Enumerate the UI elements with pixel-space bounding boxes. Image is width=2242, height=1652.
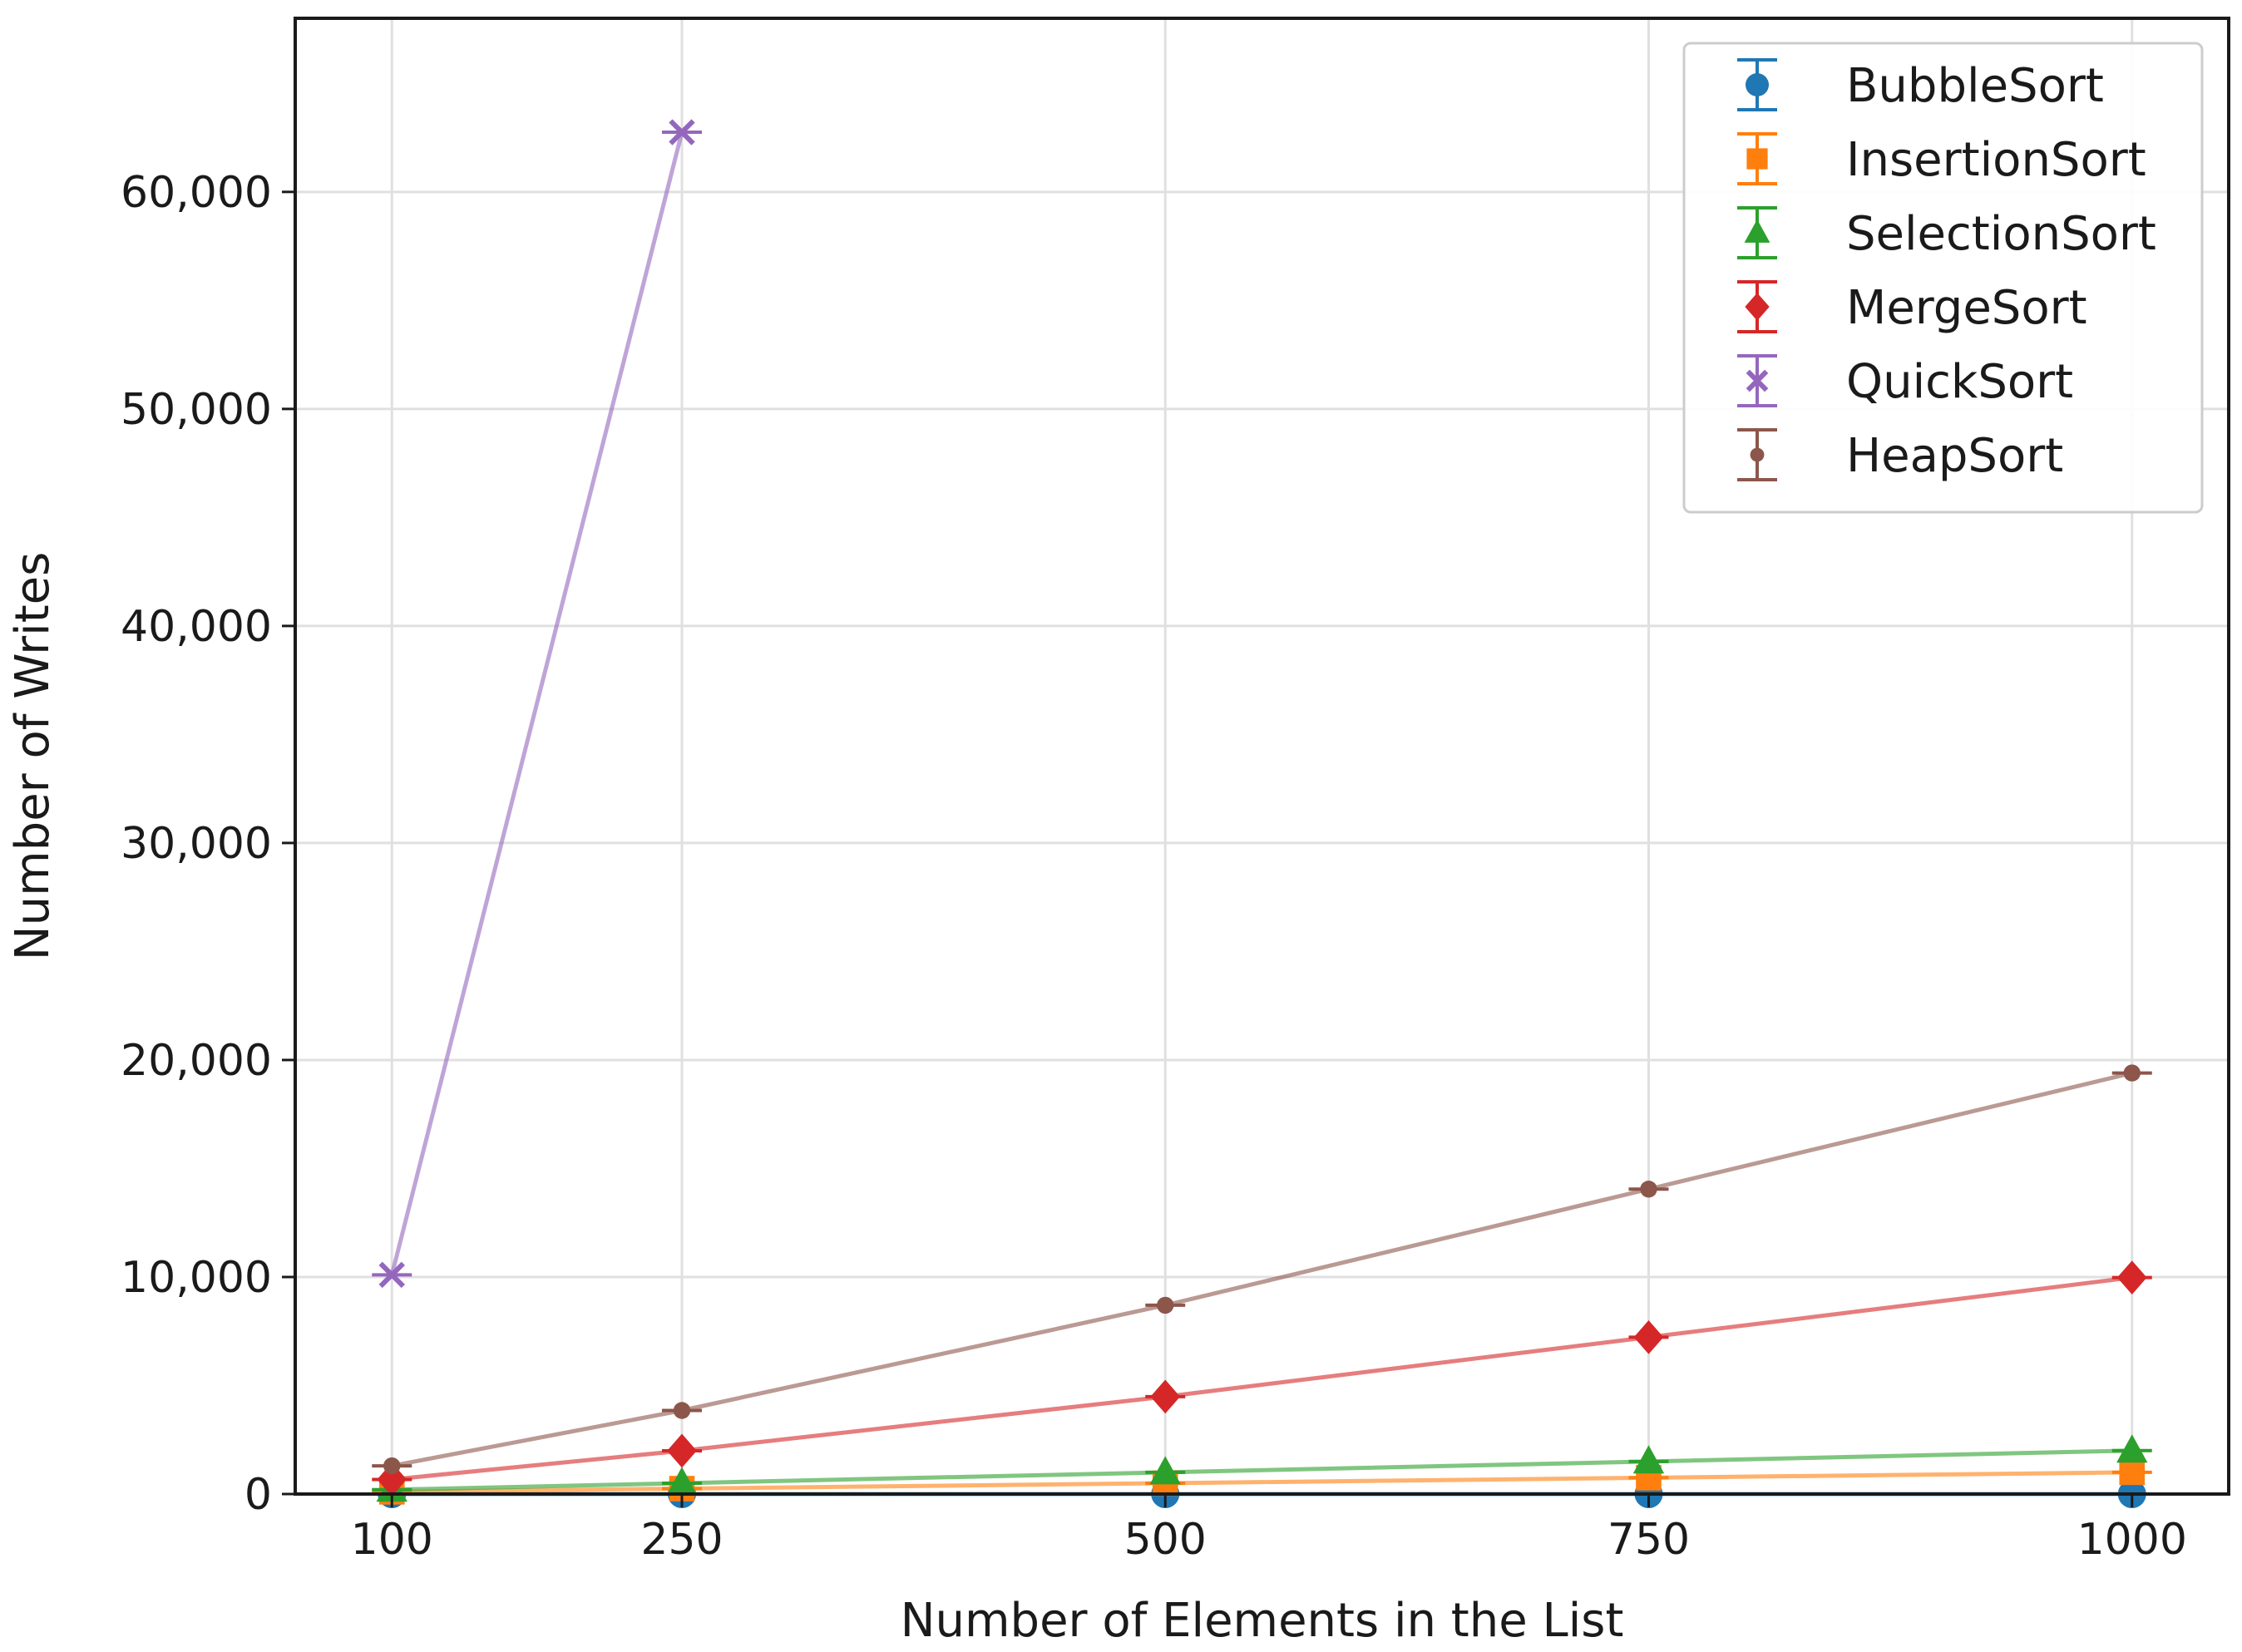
series-marker	[1633, 1319, 1664, 1354]
series-marker	[1150, 1379, 1181, 1414]
x-tick-label: 500	[1124, 1515, 1207, 1565]
series-marker	[2119, 1459, 2146, 1486]
series-marker	[667, 1433, 697, 1468]
series-marker	[2116, 1434, 2148, 1463]
series-marker	[378, 1261, 405, 1289]
series-marker	[666, 1467, 698, 1496]
legend-marker	[1746, 73, 1769, 96]
series-marker	[383, 1457, 401, 1475]
series-marker	[1632, 1445, 1665, 1474]
legend-label: BubbleSort	[1846, 59, 2104, 113]
series-marker	[2123, 1064, 2141, 1082]
series-markers	[372, 119, 2152, 1508]
legend-marker	[1744, 219, 1770, 243]
series-marker	[2116, 1260, 2147, 1294]
legend-label: SelectionSort	[1846, 207, 2156, 261]
legend-marker	[1746, 148, 1768, 170]
series-marker	[673, 1402, 691, 1419]
legend-label: HeapSort	[1846, 429, 2063, 483]
y-tick-label: 50,000	[121, 385, 272, 435]
x-tick-label: 1000	[2077, 1515, 2187, 1565]
y-tick-label: 10,000	[121, 1253, 272, 1303]
y-tick-label: 40,000	[121, 602, 272, 652]
legend-marker	[1750, 447, 1765, 462]
y-tick-label: 0	[244, 1470, 272, 1520]
x-tick-label: 250	[640, 1515, 723, 1565]
x-axis-label: Number of Elements in the List	[901, 1594, 1624, 1648]
series-marker	[1640, 1181, 1657, 1198]
y-tick-label: 60,000	[121, 168, 272, 218]
x-tick-label: 100	[351, 1515, 433, 1565]
legend-label: InsertionSort	[1846, 133, 2146, 187]
plot-frame	[294, 17, 2230, 1496]
series-marker	[377, 1462, 407, 1497]
x-axis-ticks: 100 250 500 750 1000	[351, 1494, 2187, 1565]
y-axis-ticks: 0 10,000 20,000 30,000 40,000 50,000 60,000	[121, 168, 295, 1520]
series-marker	[1149, 1456, 1181, 1485]
legend-marker	[1745, 293, 1770, 321]
y-axis-label: Number of Writes	[6, 552, 60, 961]
y-tick-label: 20,000	[121, 1036, 272, 1086]
legend-box	[1682, 42, 2204, 514]
y-tick-label: 30,000	[121, 819, 272, 869]
legend: BubbleSort InsertionSort SelectionSort Merg…	[1682, 42, 2204, 514]
x-tick-label: 750	[1607, 1515, 1690, 1565]
legend-marker	[1746, 369, 1769, 392]
legend-label: QuickSort	[1846, 355, 2073, 409]
legend-label: MergeSort	[1846, 281, 2087, 335]
series-marker	[669, 119, 695, 145]
series-line	[389, 131, 684, 1275]
series-marker	[1157, 1296, 1174, 1314]
